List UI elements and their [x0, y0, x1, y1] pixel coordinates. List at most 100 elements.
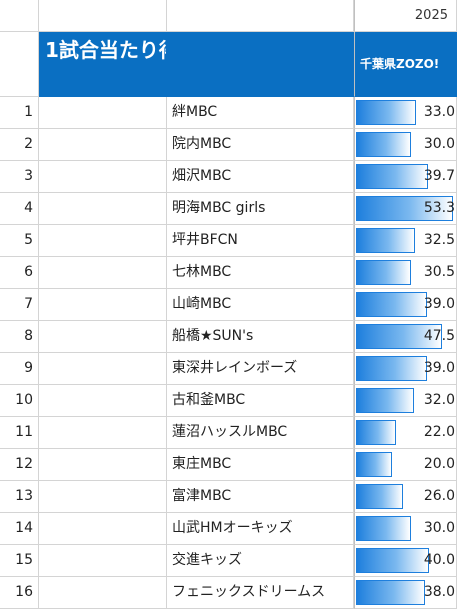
data-bar [356, 324, 442, 349]
metric-header-cell[interactable]: 1試合当たり得点 [39, 32, 167, 97]
value-text: 47.5 [423, 328, 455, 344]
blank-cell[interactable] [39, 225, 167, 257]
value-cell[interactable]: 40.0 [354, 545, 457, 577]
value-cell[interactable]: 30.5 [354, 257, 457, 289]
blank-cell[interactable] [39, 513, 167, 545]
blank-cell[interactable] [39, 97, 167, 129]
cell-c1[interactable] [167, 0, 354, 32]
rank-cell[interactable]: 10 [0, 385, 39, 417]
value-cell[interactable]: 32.5 [354, 225, 457, 257]
blank-cell[interactable] [39, 193, 167, 225]
team-name-cell[interactable]: 交進キッズ [167, 545, 354, 577]
team-name-cell[interactable]: 東庄MBC [167, 449, 354, 481]
data-bar [356, 132, 411, 157]
value-text: 30.0 [423, 136, 455, 152]
rank-cell[interactable]: 13 [0, 481, 39, 513]
rank-cell[interactable]: 6 [0, 257, 39, 289]
rank-cell[interactable]: 4 [0, 193, 39, 225]
value-cell[interactable]: 30.0 [354, 513, 457, 545]
data-bar [356, 388, 414, 413]
value-cell[interactable]: 30.0 [354, 129, 457, 161]
value-text: 30.5 [423, 264, 455, 280]
rank-cell[interactable]: 2 [0, 129, 39, 161]
rank-cell[interactable]: 12 [0, 449, 39, 481]
value-text: 26.0 [423, 488, 455, 504]
value-cell[interactable]: 53.3 [354, 193, 457, 225]
rank-cell[interactable]: 1 [0, 97, 39, 129]
blank-cell[interactable] [39, 353, 167, 385]
team-name-cell[interactable]: 明海MBC girls [167, 193, 354, 225]
team-name-cell[interactable]: 富津MBC [167, 481, 354, 513]
team-name-cell[interactable]: 古和釜MBC [167, 385, 354, 417]
team-name-cell[interactable]: 山崎MBC [167, 289, 354, 321]
value-text: 30.0 [423, 520, 455, 536]
metric-header-cell-ext[interactable] [167, 32, 354, 97]
value-cell[interactable]: 47.5 [354, 321, 457, 353]
value-cell[interactable]: 33.0 [354, 97, 457, 129]
team-name-cell[interactable]: 畑沢MBC [167, 161, 354, 193]
data-bar [356, 452, 392, 477]
blank-cell[interactable] [39, 257, 167, 289]
data-bar [356, 260, 411, 285]
data-bar [356, 292, 427, 317]
metric-label: 1試合当たり得点 [45, 38, 166, 62]
cell-b1[interactable] [39, 0, 167, 32]
value-text: 40.0 [423, 552, 455, 568]
value-text: 32.5 [423, 232, 455, 248]
rank-cell[interactable]: 16 [0, 577, 39, 609]
rank-cell[interactable]: 9 [0, 353, 39, 385]
value-text: 39.0 [423, 360, 455, 376]
blank-cell[interactable] [39, 385, 167, 417]
team-name-cell[interactable]: 東深井レインボーズ [167, 353, 354, 385]
blank-cell[interactable] [39, 449, 167, 481]
team-name-cell[interactable]: 山武HMオーキッズ [167, 513, 354, 545]
data-bar [356, 196, 453, 221]
blank-cell[interactable] [39, 545, 167, 577]
blank-cell[interactable] [39, 577, 167, 609]
rank-cell[interactable]: 7 [0, 289, 39, 321]
team-name-cell[interactable]: 院内MBC [167, 129, 354, 161]
value-text: 53.3 [423, 200, 455, 216]
value-cell[interactable]: 38.0 [354, 577, 457, 609]
data-bar [356, 484, 403, 509]
value-cell[interactable]: 22.0 [354, 417, 457, 449]
data-bar [356, 580, 425, 605]
value-text: 38.0 [423, 584, 455, 600]
data-bar [356, 164, 428, 189]
data-bar [356, 420, 396, 445]
value-cell[interactable]: 39.0 [354, 289, 457, 321]
value-text: 39.0 [423, 296, 455, 312]
value-text: 39.7 [423, 168, 455, 184]
blank-cell[interactable] [39, 129, 167, 161]
value-cell[interactable]: 39.0 [354, 353, 457, 385]
year-cell[interactable]: 2025 [354, 0, 457, 32]
value-cell[interactable]: 20.0 [354, 449, 457, 481]
value-cell[interactable]: 39.7 [354, 161, 457, 193]
rank-cell[interactable]: 11 [0, 417, 39, 449]
team-name-cell[interactable]: 七林MBC [167, 257, 354, 289]
cell-a1[interactable] [0, 0, 39, 32]
blank-cell[interactable] [39, 321, 167, 353]
value-cell[interactable]: 26.0 [354, 481, 457, 513]
value-text: 32.0 [423, 392, 455, 408]
rank-cell[interactable]: 14 [0, 513, 39, 545]
blank-cell[interactable] [39, 481, 167, 513]
team-name-cell[interactable]: 蓮沼ハッスルMBC [167, 417, 354, 449]
value-cell[interactable]: 32.0 [354, 385, 457, 417]
team-name-cell[interactable]: 坪井BFCN [167, 225, 354, 257]
value-text: 33.0 [423, 104, 455, 120]
rank-cell[interactable]: 3 [0, 161, 39, 193]
blank-cell[interactable] [39, 289, 167, 321]
team-name-cell[interactable]: 船橋★SUN's [167, 321, 354, 353]
data-bar [356, 228, 415, 253]
cell-a2[interactable] [0, 32, 39, 97]
blank-cell[interactable] [39, 417, 167, 449]
blank-cell[interactable] [39, 161, 167, 193]
rank-cell[interactable]: 5 [0, 225, 39, 257]
team-name-cell[interactable]: 絆MBC [167, 97, 354, 129]
rank-cell[interactable]: 8 [0, 321, 39, 353]
rank-cell[interactable]: 15 [0, 545, 39, 577]
team-name-cell[interactable]: フェニックスドリームス [167, 577, 354, 609]
league-header-cell[interactable]: 千葉県ZOZO! [354, 32, 457, 97]
